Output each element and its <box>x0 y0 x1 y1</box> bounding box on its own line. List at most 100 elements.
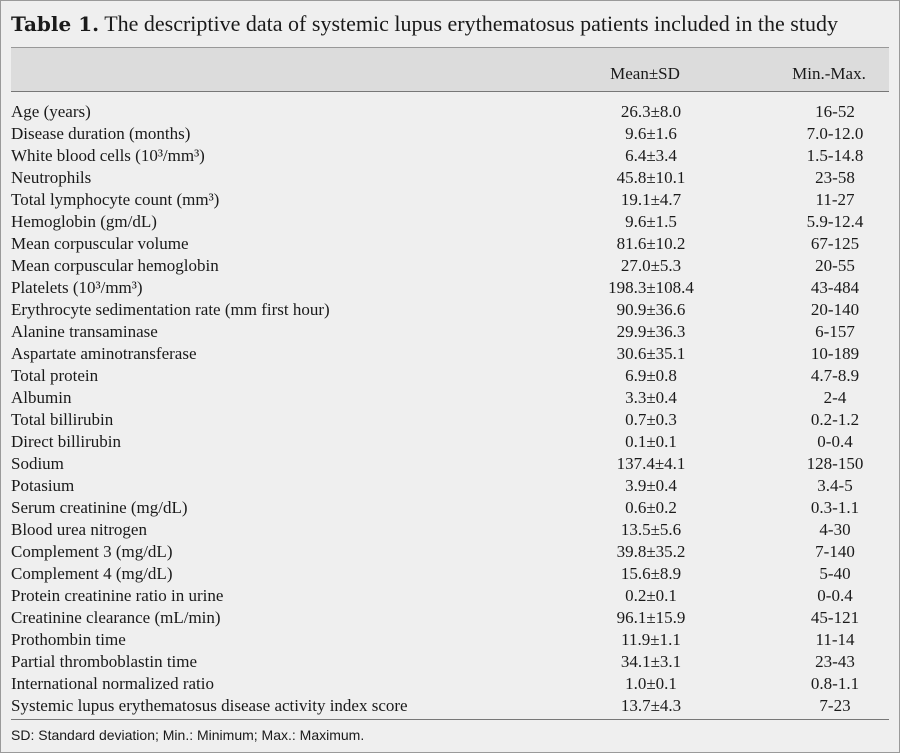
min-max-cell: 4.7-8.9 <box>810 366 860 385</box>
mean-sd-cell: 9.6±1.5 <box>625 212 677 231</box>
title-text: The descriptive data of systemic lupus e… <box>104 11 838 36</box>
mean-sd-cell: 27.0±5.3 <box>620 256 682 275</box>
row-label: Platelets (10³/mm³) <box>11 278 143 297</box>
table-row: White blood cells (10³/mm³) 6.4±3.4 1.5-14… <box>11 145 889 167</box>
min-max-cell: 16-52 <box>815 102 855 121</box>
mean-sd-cell: 90.9±36.6 <box>616 300 686 319</box>
mean-sd-cell: 1.0±0.1 <box>625 674 677 693</box>
mean-sd-cell: 9.6±1.6 <box>625 124 677 143</box>
min-max-cell: 11-27 <box>815 190 855 209</box>
mean-sd-cell: 198.3±108.4 <box>608 278 694 297</box>
table-row: Platelets (10³/mm³) 198.3±108.4 43-484 <box>11 277 889 299</box>
row-label: Albumin <box>11 388 72 407</box>
mean-sd-cell: 39.8±35.2 <box>616 542 686 561</box>
row-label: Serum creatinine (mg/dL) <box>11 498 188 517</box>
table-row: Alanine transaminase 29.9±36.3 6-157 <box>11 321 889 343</box>
mean-sd-cell: 29.9±36.3 <box>616 322 686 341</box>
mean-sd-cell: 30.6±35.1 <box>616 344 686 363</box>
min-max-cell: 0.3-1.1 <box>810 498 860 517</box>
mean-sd-cell: 6.9±0.8 <box>625 366 677 385</box>
min-max-cell: 0-0.4 <box>817 432 853 451</box>
mean-sd-cell: 0.2±0.1 <box>625 586 677 605</box>
mean-sd-cell: 0.1±0.1 <box>625 432 677 451</box>
min-max-cell: 20-140 <box>810 300 860 319</box>
table-body: Age (years) 26.3±8.0 16-52 Disease duration… <box>11 101 889 717</box>
table-row: Total billirubin 0.7±0.3 0.2-1.2 <box>11 409 889 431</box>
min-max-cell: 23-43 <box>815 652 855 671</box>
row-label: Neutrophils <box>11 168 92 187</box>
min-max-cell: 0.2-1.2 <box>810 410 860 429</box>
table-row: Protein creatinine ratio in urine 0.2±0.1… <box>11 585 889 607</box>
mean-sd-cell: 11.9±1.1 <box>621 630 681 649</box>
row-label: White blood cells (10³/mm³) <box>11 146 205 165</box>
min-max-cell: 1.5-14.8 <box>806 146 864 165</box>
min-max-cell: 2-4 <box>823 388 847 407</box>
mean-sd-cell: 26.3±8.0 <box>620 102 682 121</box>
mean-sd-cell: 15.6±8.9 <box>620 564 682 583</box>
min-max-cell: 0.8-1.1 <box>810 674 860 693</box>
row-label: Total protein <box>11 366 99 385</box>
min-max-cell: 0-0.4 <box>817 586 853 605</box>
mean-sd-cell: 19.1±4.7 <box>620 190 682 209</box>
header-cell: Min.-Max. <box>792 64 866 83</box>
header-band: Mean±SD Min.-Max. <box>11 47 889 92</box>
table-row: Complement 4 (mg/dL) 15.6±8.9 5-40 <box>11 563 889 585</box>
min-max-cell: 7-23 <box>819 696 851 715</box>
table-row: Complement 3 (mg/dL) 39.8±35.2 7-140 <box>11 541 889 563</box>
row-label: Total lymphocyte count (mm³) <box>11 190 220 209</box>
mean-sd-cell: 137.4±4.1 <box>616 454 686 473</box>
min-max-cell: 45-121 <box>810 608 860 627</box>
row-label: Sodium <box>11 454 64 473</box>
mean-sd-cell: 34.1±3.1 <box>620 652 682 671</box>
table-row: Partial thromboblastin time 34.1±3.1 23-43 <box>11 651 889 673</box>
table-row: Direct billirubin 0.1±0.1 0-0.4 <box>11 431 889 453</box>
mean-sd-cell: 6.4±3.4 <box>625 146 677 165</box>
row-label: Complement 4 (mg/dL) <box>11 564 173 583</box>
row-label: Prothombin time <box>11 630 126 649</box>
mean-sd-cell: 45.8±10.1 <box>616 168 686 187</box>
table-row: Sodium 137.4±4.1 128-150 <box>11 453 889 475</box>
mean-sd-cell: 13.5±5.6 <box>620 520 682 539</box>
min-max-cell: 3.4-5 <box>817 476 853 495</box>
mean-sd-cell: 3.3±0.4 <box>625 388 677 407</box>
mean-sd-cell: 0.7±0.3 <box>625 410 677 429</box>
footnote: SD: Standard deviation; Min.: Minimum; M… <box>11 727 365 743</box>
table-label: Table 1. <box>11 12 100 36</box>
table-row: International normalized ratio 1.0±0.1 0.8… <box>11 673 889 695</box>
table-row: Mean corpuscular hemoglobin 27.0±5.3 20-55 <box>11 255 889 277</box>
mean-sd-cell: 13.7±4.3 <box>620 696 682 715</box>
table-row: Blood urea nitrogen 13.5±5.6 4-30 <box>11 519 889 541</box>
row-label: Total billirubin <box>11 410 114 429</box>
row-label: Creatinine clearance (mL/min) <box>11 608 221 627</box>
table-row: Potasium 3.9±0.4 3.4-5 <box>11 475 889 497</box>
table-row: Erythrocyte sedimentation rate (mm first… <box>11 299 889 321</box>
min-max-cell: 20-55 <box>815 256 855 275</box>
row-label: Complement 3 (mg/dL) <box>11 542 173 561</box>
min-max-cell: 7-140 <box>815 542 855 561</box>
row-label: Mean corpuscular volume <box>11 234 189 253</box>
title: Table 1. The descriptive data of systemi… <box>11 11 838 37</box>
row-label: Alanine transaminase <box>11 322 158 341</box>
table-row: Serum creatinine (mg/dL) 0.6±0.2 0.3-1.1 <box>11 497 889 519</box>
min-max-cell: 128-150 <box>806 454 864 473</box>
row-label: Hemoglobin (gm/dL) <box>11 212 157 231</box>
row-label: Direct billirubin <box>11 432 122 451</box>
table-row: Creatinine clearance (mL/min) 96.1±15.9 45… <box>11 607 889 629</box>
row-label: Systemic lupus erythematosus disease act… <box>11 696 408 715</box>
row-label: Erythrocyte sedimentation rate (mm first… <box>11 300 330 319</box>
mean-sd-cell: 81.6±10.2 <box>616 234 686 253</box>
min-max-cell: 6-157 <box>815 322 855 341</box>
table-row: Hemoglobin (gm/dL) 9.6±1.5 5.9-12.4 <box>11 211 889 233</box>
min-max-cell: 10-189 <box>810 344 860 363</box>
min-max-cell: 5-40 <box>819 564 851 583</box>
row-label: Partial thromboblastin time <box>11 652 198 671</box>
row-label: Age (years) <box>11 102 91 121</box>
row-label: Protein creatinine ratio in urine <box>11 586 224 605</box>
mean-sd-cell: 0.6±0.2 <box>625 498 677 517</box>
table-row: Total protein 6.9±0.8 4.7-8.9 <box>11 365 889 387</box>
min-max-cell: 5.9-12.4 <box>806 212 864 231</box>
row-label: Disease duration (months) <box>11 124 191 143</box>
bottom-rule <box>11 719 889 720</box>
table-row: Albumin 3.3±0.4 2-4 <box>11 387 889 409</box>
